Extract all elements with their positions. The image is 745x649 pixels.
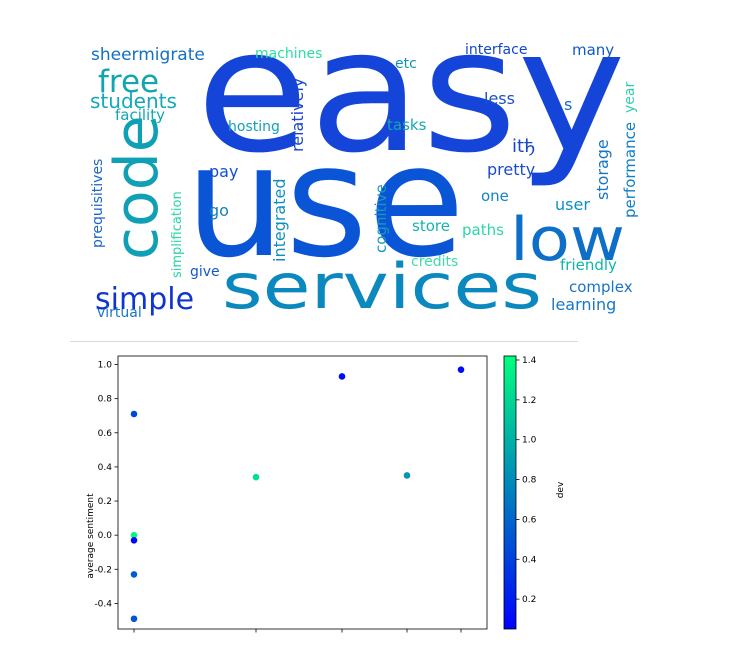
word-17: facility: [115, 106, 165, 124]
word-13: many: [572, 41, 614, 59]
y-axis: 1.0 0.8 0.6 0.4 0.2 0.0 -0.2 -0.4: [94, 361, 118, 609]
word-36: friendly: [560, 256, 617, 274]
word-6: free: [98, 64, 159, 100]
scatter-point: [403, 472, 411, 479]
word-15: s: [564, 95, 572, 114]
word-2: use: [185, 111, 465, 292]
word-10: machines: [255, 46, 322, 62]
word-4: low: [510, 205, 625, 275]
word-25: pay: [209, 162, 238, 181]
word-22: performance: [621, 122, 639, 218]
word-23: prequisitives: [90, 159, 106, 248]
y-axis-label: average sentiment: [86, 493, 96, 579]
colorbar-tick-label: 0.6: [522, 515, 537, 525]
colorbar-tick-label: 1.0: [522, 436, 537, 446]
word-32: user: [555, 195, 590, 214]
scatter-point: [130, 536, 138, 544]
scatter-points: [130, 366, 465, 623]
colorbar-tick-label: 1.4: [522, 356, 537, 366]
scatter-point: [130, 571, 138, 578]
word-26: pretty: [487, 160, 535, 179]
colorbar-tick-label: 0.8: [522, 476, 537, 486]
word-33: store: [412, 217, 450, 235]
word-21: itђ: [512, 136, 535, 157]
scatter-point: [130, 410, 138, 418]
y-tick-label: -0.2: [94, 565, 112, 575]
word-28: cognitive: [372, 184, 390, 253]
word-31: go: [209, 201, 229, 220]
x-axis: [133, 629, 462, 633]
word-27: storage: [593, 139, 612, 200]
colorbar-gradient: [503, 355, 517, 630]
word-24: simplification: [170, 191, 185, 278]
colorbar: 1.4 1.2 1.0 0.8 0.6 0.4 0.2: [503, 355, 537, 630]
word-40: virtual: [97, 305, 142, 321]
word-1: easy: [196, 0, 626, 191]
word-19: relatively: [288, 78, 307, 152]
word-39: learning: [551, 295, 616, 314]
plot-border: [117, 355, 488, 630]
colorbar-label: dev: [556, 481, 566, 498]
word-16: year: [622, 82, 638, 113]
scatter-point: [338, 373, 346, 380]
word-9: sheermigrate: [91, 45, 205, 65]
y-tick-label: 0.6: [98, 429, 113, 439]
word-8: students: [90, 89, 177, 113]
scatter-point: [130, 531, 138, 539]
colorbar-tick-label: 1.2: [522, 396, 536, 406]
word-38: complex: [569, 278, 633, 296]
word-18: hosting: [228, 119, 280, 135]
word-3: services: [222, 250, 542, 323]
colorbar-tick-label: 0.4: [522, 555, 537, 565]
plot-area: [117, 355, 488, 630]
word-30: one: [481, 187, 509, 205]
word-37: give: [190, 264, 220, 280]
word-35: credits: [411, 254, 458, 270]
word-11: etc: [395, 56, 417, 72]
y-tick-label: 0.0: [98, 531, 113, 541]
y-tick-label: 0.4: [98, 463, 113, 473]
y-tick-label: 1.0: [98, 361, 113, 371]
word-12: interface: [465, 42, 527, 58]
word-34: paths: [462, 221, 504, 239]
scatter-chart: 1.0 0.8 0.6 0.4 0.2 0.0 -0.2 -0.4 average senti…: [86, 355, 566, 633]
divider: [70, 341, 578, 342]
scatter-point: [252, 473, 260, 481]
word-5: code: [102, 115, 172, 260]
y-tick-label: -0.4: [94, 599, 112, 609]
y-tick-label: 0.8: [98, 395, 113, 405]
word-20: tasks: [387, 116, 427, 134]
word-7: simple: [95, 282, 194, 317]
word-14: less: [484, 89, 515, 108]
word-29: integrated: [270, 178, 289, 262]
scatter-point: [130, 615, 138, 623]
colorbar-tick-label: 0.2: [522, 595, 536, 605]
y-tick-label: 0.2: [98, 497, 112, 507]
scatter-point: [457, 366, 465, 373]
